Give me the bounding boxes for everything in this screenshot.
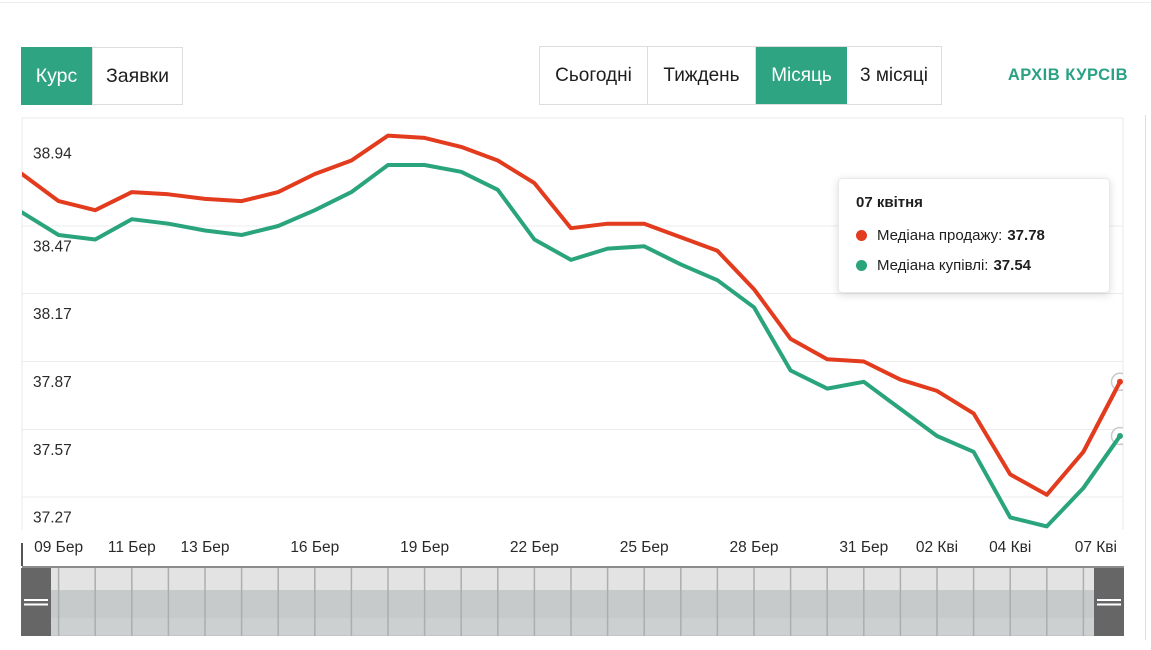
period-today-button[interactable]: Сьогодні <box>540 47 648 104</box>
navigator-left-handle[interactable] <box>21 568 51 636</box>
period-3months-button[interactable]: 3 місяці <box>859 64 929 86</box>
period-month-button[interactable]: Місяць <box>756 47 847 104</box>
handle-grip-line <box>1097 603 1121 606</box>
navigator-top-border <box>22 566 1124 568</box>
archive-rates-link[interactable]: АРХІВ КУРСІВ <box>1007 66 1128 84</box>
x-axis-label: 09 Бер <box>34 539 83 556</box>
tooltip-row-sell: Медіана продажу: 37.78 <box>856 220 1093 250</box>
y-axis-label: 37.87 <box>33 374 72 391</box>
x-axis-label: 07 Кві <box>1075 539 1117 556</box>
navigator-right-handle[interactable] <box>1094 568 1124 636</box>
x-axis-label: 16 Бер <box>290 539 339 556</box>
y-axis-label: 37.27 <box>33 510 72 527</box>
tooltip-buy-row: Медіана купівлі: 37.54 <box>856 250 1093 280</box>
buy-median-line <box>22 163 1122 529</box>
series-layer <box>22 133 1123 529</box>
hover-segment <box>1081 379 1122 454</box>
x-axis-label: 28 Бер <box>730 539 779 556</box>
y-axis-label: 38.17 <box>33 306 72 323</box>
x-axis-label: 31 Бер <box>839 539 888 556</box>
hover-marker-point <box>1117 378 1123 385</box>
hover-marker-point <box>1117 433 1123 439</box>
handle-grip-line <box>24 603 48 606</box>
sell-median-line <box>22 133 1122 497</box>
tab-zayavki[interactable]: Заявки <box>92 47 183 105</box>
navigator-band-bottom <box>22 618 1124 636</box>
tooltip-buy-label: Медіана купівлі: <box>877 256 989 274</box>
x-axis-label: 11 Бер <box>108 539 156 556</box>
navigator-band-middle <box>22 590 1124 618</box>
handle-grip-line <box>24 599 48 601</box>
x-axis-label: 25 Бер <box>620 539 669 556</box>
browser-scrollbar-edge[interactable] <box>1145 115 1146 640</box>
navigator-band-top <box>22 568 1124 590</box>
chart-tooltip: 07 квітня Медіана продажу: 37.78 Медіана… <box>838 178 1110 293</box>
period-tab-group: Сьогодні Тиждень Місяць 3 місяці <box>539 46 942 105</box>
x-axis-label: 22 Бер <box>510 539 559 556</box>
tooltip-buy-value: 37.54 <box>993 256 1032 274</box>
y-axis-label: 38.47 <box>33 238 72 255</box>
sell-series-dot-icon <box>856 229 867 241</box>
period-week-button[interactable]: Тиждень <box>648 47 756 104</box>
x-axis-label: 04 Кві <box>989 539 1031 556</box>
x-axis-label: 02 Кві <box>916 539 958 556</box>
buy-series-dot-icon <box>856 259 867 271</box>
view-tab-group: Курс Заявки <box>21 47 183 105</box>
y-axis-label: 38.94 <box>33 146 72 163</box>
x-axis-label: 13 Бер <box>181 539 230 556</box>
y-axis-label: 37.57 <box>33 442 72 459</box>
x-axis-label: 19 Бер <box>400 539 449 556</box>
navigator-bottom-border <box>22 635 1124 636</box>
handle-grip-line <box>1097 599 1121 601</box>
tab-kurs[interactable]: Курс <box>21 47 92 105</box>
tooltip-sell-label: Медіана продажу: <box>877 226 1003 244</box>
tooltip-date: 07 квітня <box>856 194 923 211</box>
tooltip-sell-value: 37.78 <box>1007 226 1045 244</box>
page-top-divider <box>0 2 1151 3</box>
hover-segment <box>1081 434 1122 490</box>
